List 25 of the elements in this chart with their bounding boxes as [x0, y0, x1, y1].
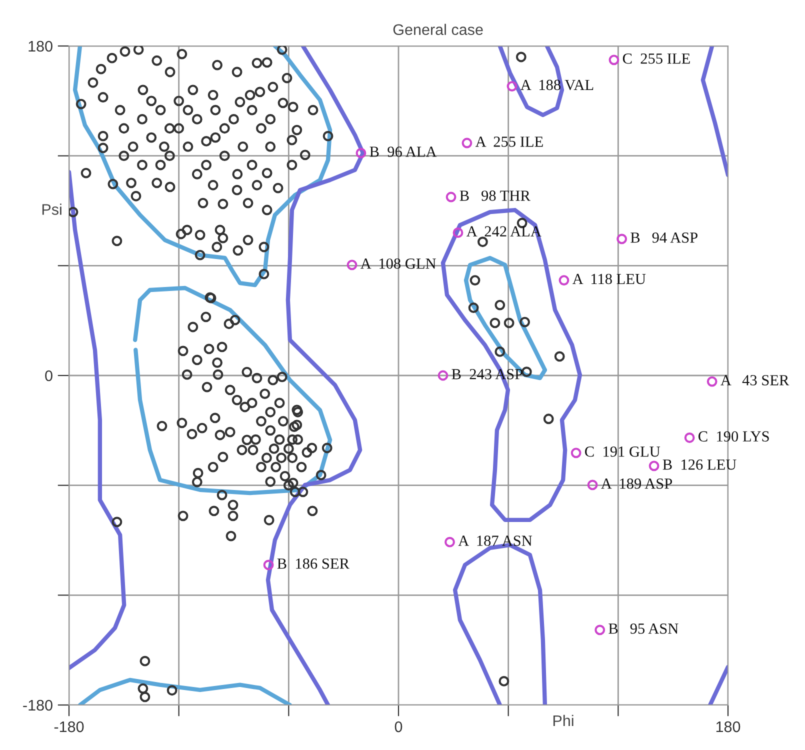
annotation: C 255 ILE	[622, 53, 690, 64]
x-tick-label: 0	[394, 721, 402, 732]
annotation: C 190 LYS	[698, 431, 769, 442]
x-tick-label: 180	[716, 721, 740, 732]
annotation: A 43 SER	[720, 375, 790, 386]
annotation: B 95 ASN	[608, 624, 678, 634]
annotation: A 255 ILE	[475, 136, 543, 147]
annotation: C 191 GLU	[585, 446, 660, 457]
x-axis-title: Phi	[553, 714, 574, 726]
annotation: A 187 ASN	[458, 536, 532, 546]
annotation: B 126 LEU	[662, 459, 736, 470]
chart-title: General case	[393, 24, 483, 36]
annotation: B 96 ALA	[370, 146, 437, 157]
annotation: B 94 ASP	[630, 232, 698, 243]
y-tick-label: 0	[45, 370, 52, 382]
x-tick-label: -180	[54, 721, 84, 732]
annotation: B 98 THR	[460, 190, 530, 201]
annotation: A 108 GLN	[360, 258, 436, 269]
annotation: B 186 SER	[277, 558, 350, 569]
annotation: A 118 LEU	[572, 274, 646, 284]
annotation: A 189 ASP	[601, 478, 672, 489]
annotation: B 243 ASP	[452, 369, 522, 380]
y-tick-label: 180	[28, 40, 52, 52]
y-axis-title: Psi	[42, 204, 62, 215]
y-tick-label: -180	[23, 700, 52, 711]
